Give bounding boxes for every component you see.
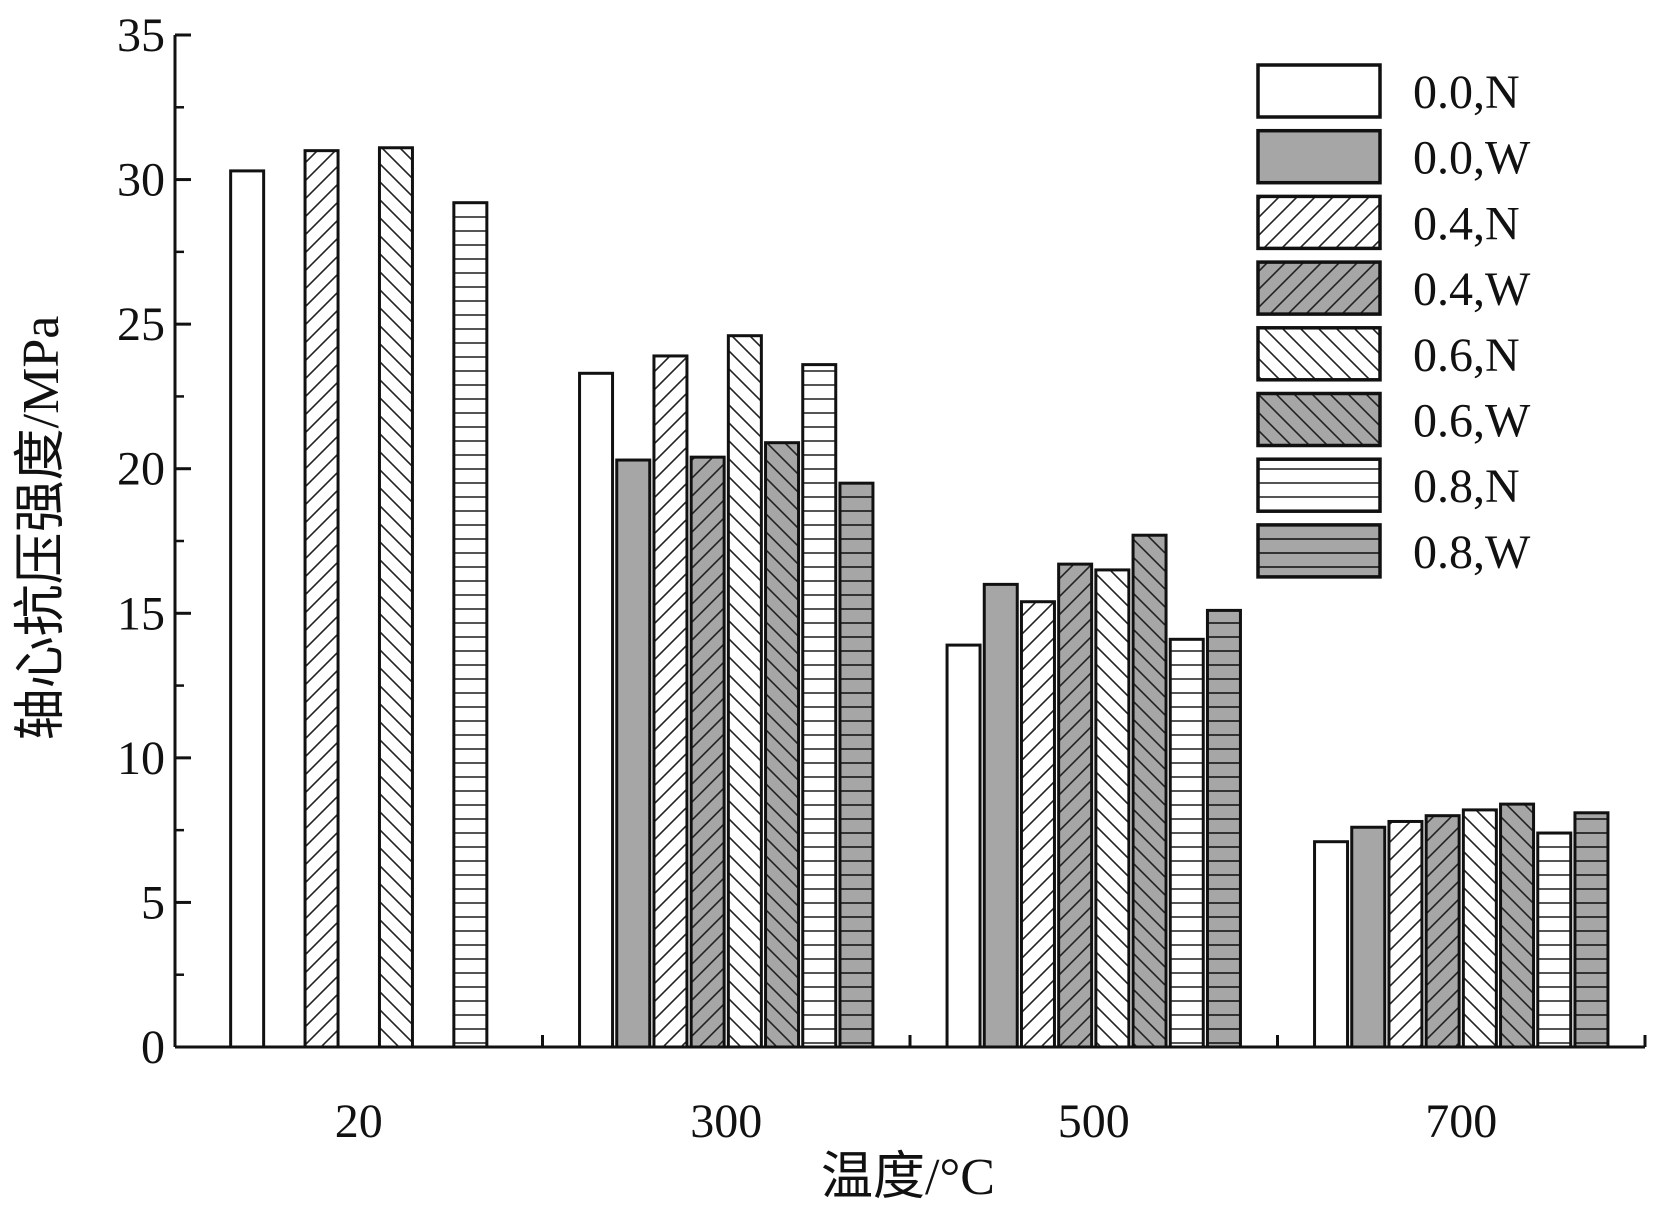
bar [982,582,1019,1049]
bar [578,371,615,1049]
bar [1499,802,1536,1049]
legend-swatch [1256,128,1382,185]
y-tick-label: 0 [141,1021,165,1074]
bar [945,643,982,1049]
bar [1387,819,1424,1049]
bar [377,146,414,1049]
legend-swatch [1256,326,1382,382]
bar [652,354,689,1049]
x-ticks: 20 300 500 700 [335,1035,1647,1148]
y-tick-label: 20 [117,443,165,496]
bar [615,458,652,1049]
x-tick-label: 300 [690,1095,762,1148]
bar [452,201,489,1049]
bar [1094,568,1131,1049]
bar [1131,533,1168,1049]
legend-label: 0.6,N [1413,329,1520,382]
bar [801,363,838,1049]
legend-label: 0.8,N [1413,460,1520,513]
y-tick-label: 35 [117,9,165,62]
legend-label: 0.8,W [1413,526,1531,579]
bar [726,334,763,1049]
legend-swatch [1256,260,1382,316]
y-tick-label: 15 [117,587,165,640]
bar [1350,825,1387,1049]
legend-label: 0.4,W [1413,263,1531,316]
legend-label: 0.0,N [1413,66,1520,119]
legend-swatch [1256,457,1382,513]
legend-swatch [1256,63,1382,119]
x-tick-label: 500 [1058,1095,1130,1148]
y-tick-label: 30 [117,154,165,207]
bar [1461,808,1498,1049]
y-tick-label: 5 [141,876,165,929]
bar [1019,600,1056,1049]
bar [838,481,875,1049]
x-axis-title: 温度/°C [821,1149,995,1205]
y-ticks: 0 5 10 15 20 25 30 35 [117,9,191,1074]
y-tick-label: 25 [117,298,165,351]
y-axis-title: 轴心抗压强度/MPa [13,316,70,741]
bar [764,441,801,1049]
legend-swatch [1256,523,1382,579]
bar [1168,637,1205,1049]
x-tick-label: 20 [335,1095,383,1148]
bar [1573,811,1610,1049]
bar [303,149,340,1049]
x-tick-label: 700 [1425,1095,1497,1148]
bar [689,455,726,1049]
bar [1536,831,1573,1049]
bar [1205,608,1242,1049]
bar [1313,840,1350,1049]
y-tick-label: 10 [117,732,165,785]
legend-label: 0.6,W [1413,395,1531,448]
bars-layer [229,146,1610,1049]
legend-label: 0.0,W [1413,132,1531,185]
legend: 0.0,N 0.0,W 0.4,N 0.4,W 0.6,N 0.6,W 0.8,N 0.8,W [1256,63,1531,579]
bar [1424,814,1461,1049]
legend-swatch [1256,391,1382,448]
bar [1057,562,1094,1049]
legend-label: 0.4,N [1413,197,1520,250]
bar [229,169,266,1049]
legend-swatch [1256,194,1382,251]
